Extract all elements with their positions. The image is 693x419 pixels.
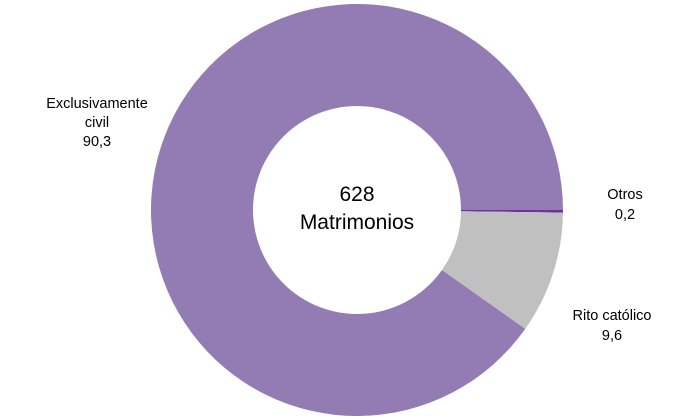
label-exclusivamente-civil-line-2: civil	[85, 115, 109, 131]
label-otros: Otros	[607, 187, 642, 203]
slice-otros	[460, 210, 563, 213]
donut-slices	[151, 3, 563, 416]
slice-rito-cat-lico	[441, 211, 563, 329]
center-value: 628	[339, 183, 374, 206]
value-rito-catolico: 9,6	[602, 328, 622, 344]
value-otros: 0,2	[615, 207, 635, 223]
slice-exclusivamente-civil	[151, 3, 563, 416]
value-exclusivamente-civil: 90,3	[83, 134, 111, 150]
center-label: Matrimonios	[300, 211, 414, 234]
label-exclusivamente-civil-line-1: Exclusivamente	[46, 96, 148, 112]
label-rito-catolico: Rito católico	[573, 308, 652, 324]
